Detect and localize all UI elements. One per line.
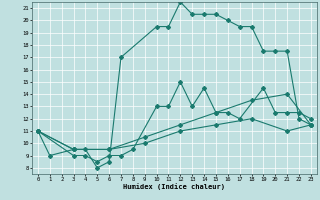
X-axis label: Humidex (Indice chaleur): Humidex (Indice chaleur) xyxy=(124,183,225,190)
